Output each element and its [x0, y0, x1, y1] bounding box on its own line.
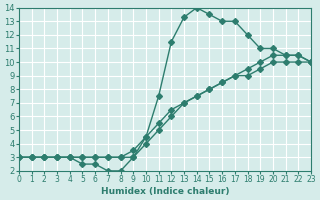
- X-axis label: Humidex (Indice chaleur): Humidex (Indice chaleur): [101, 187, 229, 196]
